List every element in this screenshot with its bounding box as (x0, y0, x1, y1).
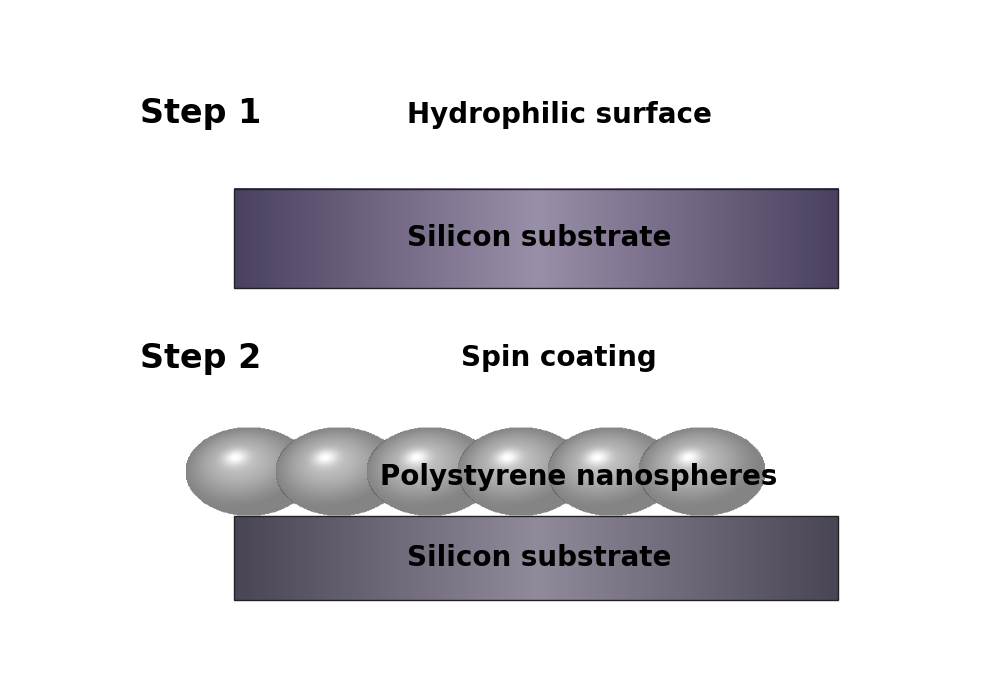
Text: Silicon substrate: Silicon substrate (407, 544, 672, 572)
Text: Step 2: Step 2 (140, 342, 262, 375)
Bar (234, 188, 838, 288)
Text: Step 1: Step 1 (140, 97, 262, 131)
Text: Silicon substrate: Silicon substrate (407, 224, 672, 252)
Text: Hydrophilic surface: Hydrophilic surface (407, 101, 711, 129)
Text: Polystyrene nanospheres: Polystyrene nanospheres (380, 463, 777, 491)
Bar (234, 517, 838, 600)
Text: Spin coating: Spin coating (461, 344, 657, 373)
